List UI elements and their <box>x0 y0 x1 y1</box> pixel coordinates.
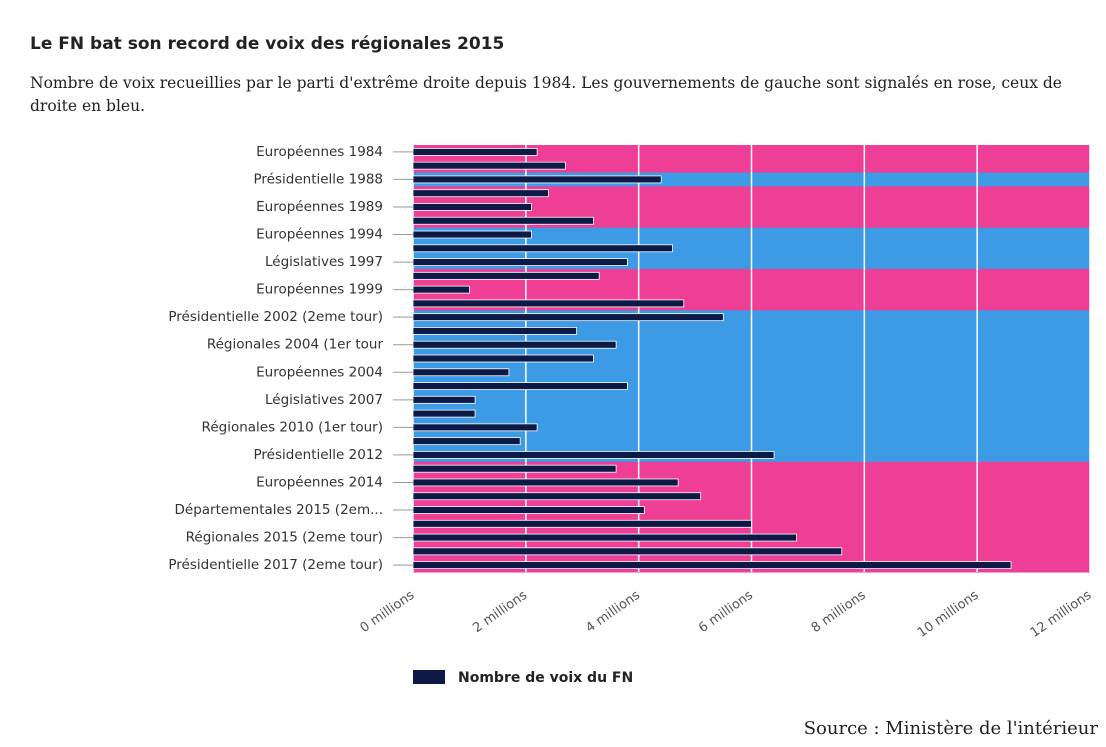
y-tick-label: Législatives 2007 <box>265 392 383 408</box>
bar <box>412 327 578 335</box>
bar <box>412 382 628 390</box>
bar <box>412 451 775 459</box>
x-tick-label: 4 millions <box>583 588 643 636</box>
bar <box>412 533 798 542</box>
x-tick-label: 0 millions <box>358 588 418 636</box>
y-tick-label: Présidentielle 2012 <box>254 447 383 463</box>
y-tick-label: Régionales 2015 (2eme tour) <box>186 530 383 546</box>
x-tick-label: 2 millions <box>470 588 530 636</box>
chart-subtitle: Nombre de voix recueillies par le parti … <box>30 74 1062 115</box>
bar <box>412 340 617 349</box>
bar <box>412 437 521 446</box>
bar <box>412 368 510 377</box>
y-tick-label: Européennes 2004 <box>256 364 383 380</box>
y-tick-label: Européennes 1999 <box>256 282 383 298</box>
y-tick-label: Présidentielle 1988 <box>254 171 383 187</box>
x-tick-label: 8 millions <box>809 588 869 636</box>
y-tick-label: Européennes 1994 <box>256 227 383 243</box>
legend-label: Nombre de voix du FN <box>458 670 633 686</box>
y-tick-label: Législatives 1997 <box>265 254 383 270</box>
y-tick-label: Européennes 1984 <box>256 144 383 160</box>
bar <box>412 203 532 211</box>
bar <box>412 423 538 432</box>
y-tick-label: Régionales 2010 (1er tour) <box>202 419 383 435</box>
bar <box>412 395 476 404</box>
bar <box>412 230 532 239</box>
bar <box>412 161 566 170</box>
y-tick-label: Présidentielle 2002 (2eme tour) <box>168 309 383 325</box>
y-tick-label: Présidentielle 2017 (2eme tour) <box>168 557 383 573</box>
bar <box>412 409 476 418</box>
y-tick-label: Européennes 1989 <box>256 199 383 215</box>
x-tick-label: 12 millions <box>1028 588 1095 641</box>
bar <box>412 271 600 280</box>
legend-swatch <box>413 670 445 684</box>
bar <box>412 519 752 528</box>
bar <box>412 354 594 363</box>
y-tick-label: Européennes 2014 <box>256 474 383 490</box>
x-tick-label: 10 millions <box>915 588 982 641</box>
bar <box>412 313 724 322</box>
bar <box>412 258 628 266</box>
bar <box>412 175 662 184</box>
y-tick-label: Régionales 2004 (1er tour <box>207 337 384 353</box>
bar <box>412 561 1012 570</box>
bar <box>412 299 685 308</box>
bar <box>412 285 470 294</box>
source: Source : Ministère de l'intérieur <box>803 718 1098 739</box>
bar <box>412 216 594 225</box>
x-tick-label: 6 millions <box>696 588 756 636</box>
y-tick-label: Départementales 2015 (2em... <box>175 502 384 518</box>
bar <box>412 478 679 487</box>
bar <box>412 147 538 156</box>
bar <box>412 506 645 514</box>
chart-title: Le FN bat son record de voix des régiona… <box>30 34 505 54</box>
bar <box>412 464 617 473</box>
bar <box>412 547 843 556</box>
bar <box>412 244 673 253</box>
bar <box>412 492 702 501</box>
bar <box>412 189 549 198</box>
